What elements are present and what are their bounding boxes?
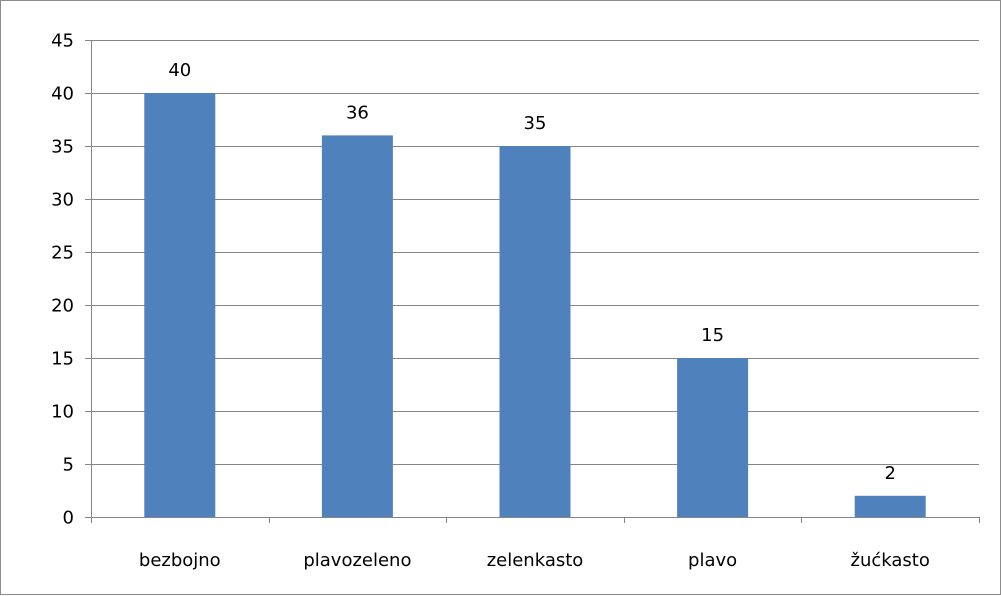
bar bbox=[854, 495, 926, 517]
y-tick-labels: 0 5 10 15 20 25 30 35 40 45 bbox=[51, 31, 74, 529]
bar bbox=[144, 93, 216, 517]
y-tick-label: 45 bbox=[51, 31, 74, 52]
x-tick-label: bezbojno bbox=[139, 550, 221, 571]
y-tick-label: 15 bbox=[51, 349, 74, 370]
data-labels: 40 36 35 15 2 bbox=[168, 60, 896, 484]
y-tick-label: 20 bbox=[51, 296, 74, 317]
y-tick-label: 0 bbox=[63, 508, 74, 529]
y-tick-label: 10 bbox=[51, 402, 74, 423]
x-tick-label: plavozeleno bbox=[303, 550, 411, 571]
x-tick-label: žućkasto bbox=[851, 550, 930, 571]
y-tick-label: 5 bbox=[63, 455, 74, 476]
y-tick-label: 25 bbox=[51, 243, 74, 264]
axes bbox=[85, 40, 980, 523]
data-label: 36 bbox=[346, 102, 369, 123]
x-tick-label: plavo bbox=[688, 550, 737, 571]
bars bbox=[144, 93, 926, 517]
data-label: 35 bbox=[524, 113, 547, 134]
data-label: 40 bbox=[168, 60, 191, 81]
data-label: 15 bbox=[701, 325, 724, 346]
y-tick-label: 30 bbox=[51, 190, 74, 211]
x-tick-label: zelenkasto bbox=[487, 550, 584, 571]
bar bbox=[321, 135, 393, 517]
bar bbox=[499, 146, 571, 517]
bar bbox=[677, 358, 749, 517]
y-tick-label: 35 bbox=[51, 137, 74, 158]
data-label: 2 bbox=[884, 463, 895, 484]
y-tick-label: 40 bbox=[51, 84, 74, 105]
x-tick-labels: bezbojno plavozeleno zelenkasto plavo žućkas… bbox=[139, 550, 930, 571]
